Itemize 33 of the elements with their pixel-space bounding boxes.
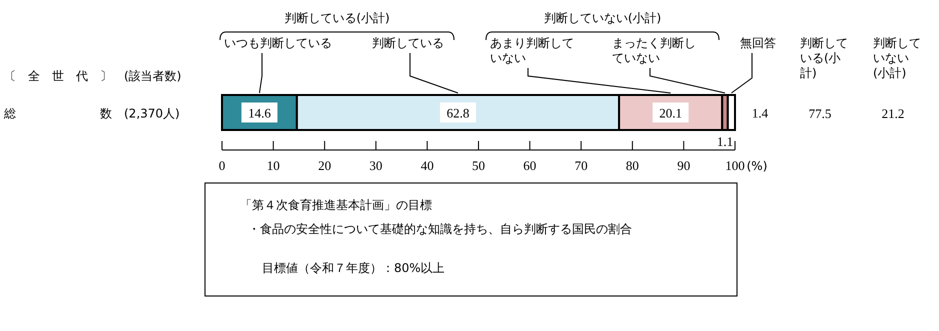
x-tick-label: 50 <box>472 158 485 173</box>
text: 判断していない(小計) <box>873 36 922 81</box>
x-axis-title: (%) <box>746 159 768 173</box>
text: 判断していない(小計) <box>544 11 662 25</box>
data-label: 1.4 <box>752 106 769 120</box>
x-tick-label: 0 <box>218 158 226 173</box>
text: 判断している <box>372 36 445 51</box>
data-label: 1.1 <box>716 134 734 149</box>
text: 77.5 <box>808 106 832 121</box>
text: あまり判断していない <box>490 36 575 66</box>
x-tick-label: 70 <box>574 158 588 173</box>
x-tick-label: 40 <box>420 158 434 173</box>
text: 判断している(小計) <box>800 36 849 81</box>
text: 無回答 <box>740 36 777 51</box>
x-tick-label: 20 <box>318 158 332 173</box>
data-label: 20.1 <box>659 106 682 120</box>
x-tick-label: 100 <box>725 158 745 173</box>
y-tick-label: 総 数 (2,370人) <box>3 106 180 120</box>
text: 目標値（令和７年度）：80%以上 <box>262 261 446 276</box>
text: 〔 全 世 代 〕 (該当者数) <box>4 69 182 83</box>
x-tick-label: 80 <box>626 158 639 173</box>
x-tick-label: 90 <box>677 158 690 173</box>
data-label: 14.6 <box>248 106 272 120</box>
text: ・食品の安全性について基礎的な知識を持ち、自ら判断する国民の割合 <box>248 221 633 238</box>
text: 判断している(小計) <box>284 11 390 25</box>
x-tick-label: 10 <box>266 158 280 173</box>
x-tick-label: 30 <box>369 158 382 173</box>
text: 「第４次食育推進基本計画」の目標 <box>240 198 433 213</box>
text: いつも判断している <box>224 36 333 51</box>
text: 21.2 <box>882 106 904 121</box>
text: まったく判断していない <box>612 36 697 66</box>
data-label: 62.8 <box>446 106 470 120</box>
x-tick-label: 60 <box>523 158 536 173</box>
